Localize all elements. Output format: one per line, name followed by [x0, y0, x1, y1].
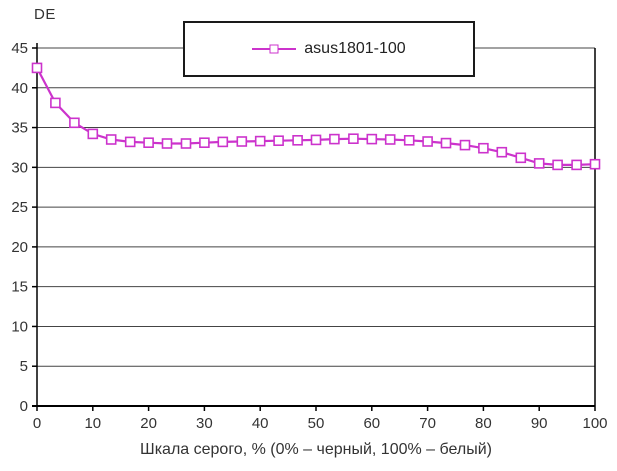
- x-tick-label: 0: [33, 415, 41, 432]
- y-tick-label: 25: [11, 199, 28, 216]
- y-tick-label: 15: [11, 279, 28, 296]
- data-point-marker: [105, 134, 117, 145]
- data-point-marker: [143, 137, 154, 148]
- y-tick-label: 0: [20, 398, 28, 415]
- data-point-marker: [254, 135, 266, 147]
- x-tick-label: 20: [140, 415, 157, 432]
- x-tick-label: 30: [196, 415, 213, 432]
- y-tick-label: 5: [20, 358, 28, 375]
- data-point-marker: [50, 97, 61, 109]
- y-tick-label: 30: [11, 159, 28, 176]
- x-tick-label: 60: [363, 415, 380, 432]
- data-point-marker: [403, 135, 415, 146]
- x-tick-label: 80: [475, 415, 492, 432]
- x-tick-label: 70: [419, 415, 436, 432]
- legend-square-marker-icon: [269, 44, 279, 54]
- x-axis-title: Шкала серого, % (0% – черный, 100% – бел…: [140, 441, 492, 458]
- legend: asus1801-100: [183, 21, 475, 77]
- y-tick-label: 10: [11, 318, 28, 335]
- data-point-marker: [422, 136, 433, 147]
- data-point-marker: [31, 62, 43, 74]
- data-point-marker: [496, 146, 508, 158]
- y-tick-label: 35: [11, 120, 28, 137]
- x-tick-label: 100: [582, 415, 607, 432]
- x-tick-label: 40: [252, 415, 269, 432]
- data-point-marker: [310, 134, 322, 146]
- data-series-line: [36, 67, 596, 166]
- legend-series-label: asus1801-100: [304, 40, 406, 57]
- data-point-marker: [348, 133, 359, 144]
- data-point-marker: [217, 136, 229, 148]
- data-point-marker: [589, 158, 601, 170]
- data-point-marker: [459, 139, 471, 151]
- data-point-marker: [292, 135, 303, 146]
- data-point-marker: [571, 159, 582, 171]
- x-tick-label: 50: [308, 415, 325, 432]
- data-point-marker: [124, 136, 136, 148]
- data-point-marker: [533, 158, 545, 169]
- data-point-marker: [87, 128, 99, 140]
- data-point-marker: [366, 133, 378, 145]
- data-point-marker: [273, 135, 284, 146]
- data-point-marker: [552, 159, 563, 171]
- data-point-marker: [180, 138, 192, 149]
- data-point-marker: [236, 136, 248, 147]
- data-point-marker: [69, 117, 80, 129]
- x-tick-label: 10: [84, 415, 101, 432]
- y-tick-label: 20: [11, 239, 28, 256]
- x-tick-label: 90: [531, 415, 548, 432]
- data-point-marker: [515, 152, 527, 164]
- data-point-marker: [384, 134, 396, 145]
- data-point-marker: [478, 142, 489, 154]
- data-point-marker: [161, 138, 173, 149]
- y-axis-unit-label: DE: [34, 6, 56, 23]
- y-tick-label: 40: [11, 80, 28, 97]
- data-point-marker: [440, 137, 452, 149]
- legend-series-marker-icon: [252, 43, 297, 55]
- y-tick-label: 45: [11, 40, 28, 57]
- data-point-marker: [199, 137, 210, 148]
- data-point-marker: [329, 133, 340, 145]
